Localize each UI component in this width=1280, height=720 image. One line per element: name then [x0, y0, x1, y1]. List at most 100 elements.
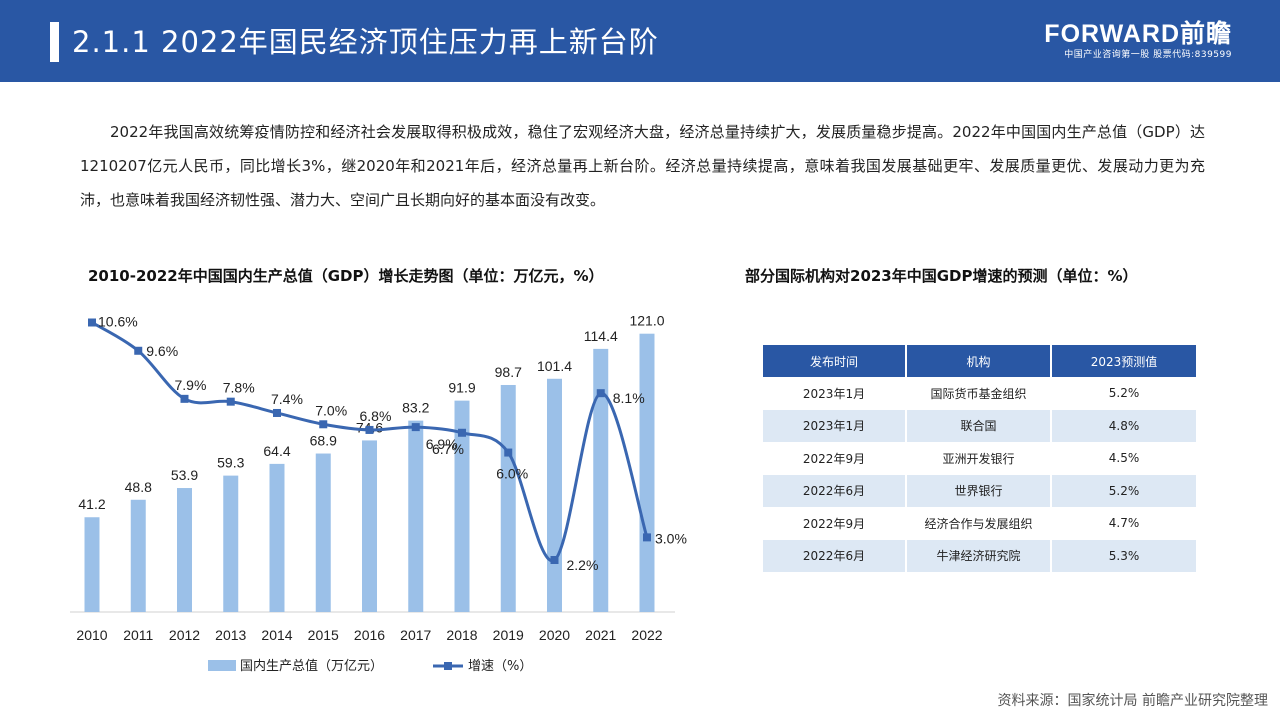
growth-marker: [134, 346, 143, 355]
page-title: 2.1.1 2022年国民经济顶住压力再上新台阶: [72, 25, 659, 59]
growth-marker: [643, 533, 651, 542]
growth-rate-label: 6.7%: [432, 441, 464, 457]
x-tick-label: 2016: [354, 627, 385, 643]
column-header: 机构: [906, 345, 1052, 377]
gdp-bar-label: 114.4: [584, 328, 618, 344]
x-tick-label: 2022: [631, 627, 662, 643]
gdp-bar-label: 41.2: [78, 496, 105, 512]
growth-rate-label: 2.2%: [567, 557, 599, 573]
gdp-bar: [362, 440, 377, 612]
x-tick-label: 2011: [123, 627, 153, 643]
gdp-bar: [547, 378, 562, 612]
gdp-bar: [454, 400, 470, 612]
growth-rate-label: 6.0%: [496, 466, 528, 482]
brand-logo: FORWARD前瞻 中国产业咨询第一股 股票代码:839599: [1044, 20, 1232, 62]
x-tick-label: 2017: [400, 627, 431, 643]
gdp-bar: [408, 420, 424, 612]
growth-rate-label: 10.6%: [98, 314, 138, 330]
growth-rate-label: 3.0%: [655, 530, 687, 546]
table-header-row: 发布时间 机构 2023预测值: [763, 345, 1196, 377]
intro-paragraph: 2022年我国高效统筹疫情防控和经济社会发展取得积极成效，稳住了宏观经济大盘，经…: [80, 123, 1205, 209]
gdp-bar-label: 98.7: [495, 364, 522, 380]
legend-swatch-marker: [444, 662, 452, 670]
growth-marker: [273, 408, 281, 417]
table-cell: 亚洲开发银行: [906, 442, 1052, 475]
gdp-bar-label: 64.4: [263, 443, 290, 459]
table-cell: 世界银行: [906, 474, 1052, 507]
legend-label-gdp: 国内生产总值（万亿元）: [240, 658, 383, 674]
x-tick-label: 2014: [261, 627, 292, 643]
growth-marker: [226, 397, 235, 406]
column-header: 2023预测值: [1051, 345, 1196, 377]
growth-marker: [458, 428, 466, 437]
table-row: 2023年1月 联合国 4.8%: [763, 409, 1196, 442]
x-tick-label: 2013: [215, 627, 246, 643]
gdp-bar: [315, 453, 331, 612]
growth-marker: [365, 425, 374, 434]
brand-name: FORWARD前瞻: [1044, 20, 1232, 48]
growth-marker: [180, 394, 189, 403]
table-cell: 联合国: [906, 409, 1052, 442]
x-tick-label: 2012: [169, 627, 200, 643]
growth-rate-label: 7.0%: [315, 402, 347, 418]
gdp-bar-label: 91.9: [448, 380, 475, 396]
legend-swatch-bar: [208, 660, 236, 671]
table-cell: 5.3%: [1051, 539, 1196, 572]
gdp-bar-label: 53.9: [171, 467, 198, 483]
table-cell: 4.8%: [1051, 409, 1196, 442]
gdp-bar: [500, 384, 516, 612]
growth-marker: [596, 389, 605, 398]
table-cell: 2022年6月: [763, 539, 907, 572]
growth-marker: [319, 420, 328, 429]
growth-marker: [411, 423, 420, 432]
x-tick-label: 2018: [446, 627, 477, 643]
growth-rate-label: 6.8%: [360, 408, 392, 424]
gdp-bar-label: 101.4: [537, 358, 572, 374]
gdp-bar-label: 48.8: [125, 479, 152, 495]
table-row: 2022年6月 牛津经济研究院 5.3%: [763, 539, 1196, 572]
gdp-bar: [269, 463, 285, 612]
growth-marker: [504, 448, 513, 457]
forecast-table-title: 部分国际机构对2023年中国GDP增速的预测（单位：%）: [745, 267, 1138, 285]
legend-label-growth: 增速（%）: [468, 659, 532, 674]
title-accent-bar: [50, 22, 59, 62]
table-row: 2022年9月 经济合作与发展组织 4.7%: [763, 507, 1196, 540]
gdp-chart-title: 2010-2022年中国国内生产总值（GDP）增长走势图（单位：万亿元，%）: [88, 267, 604, 285]
gdp-bar: [223, 475, 239, 612]
gdp-bar-label: 121.0: [629, 313, 664, 329]
gdp-bar: [639, 333, 655, 612]
table-cell: 4.5%: [1051, 442, 1196, 475]
table-cell: 2023年1月: [763, 409, 907, 442]
growth-rate-label: 8.1%: [613, 390, 645, 406]
growth-marker: [88, 318, 96, 327]
table-row: 2023年1月 国际货币基金组织 5.2%: [763, 377, 1196, 410]
x-tick-label: 2010: [76, 627, 107, 643]
table-cell: 经济合作与发展组织: [906, 507, 1052, 540]
growth-rate-label: 6.9%: [426, 436, 458, 452]
growth-marker: [550, 556, 559, 564]
table-cell: 2022年6月: [763, 474, 907, 507]
table-cell: 国际货币基金组织: [906, 377, 1052, 410]
table-cell: 5.2%: [1051, 474, 1196, 507]
gdp-bar: [177, 488, 192, 612]
brand-tagline: 中国产业咨询第一股 股票代码:839599: [1064, 50, 1232, 60]
forecast-table: 发布时间 机构 2023预测值 2023年1月 国际货币基金组织 5.2% 2023年…: [763, 345, 1196, 572]
growth-rate-label: 7.8%: [223, 380, 255, 396]
gdp-bar-label: 68.9: [310, 433, 337, 449]
table-cell: 2022年9月: [763, 507, 907, 540]
table-row: 2022年9月 亚洲开发银行 4.5%: [763, 442, 1196, 475]
gdp-bar: [130, 499, 146, 612]
table-cell: 2022年9月: [763, 442, 907, 475]
table-cell: 牛津经济研究院: [906, 539, 1052, 572]
gdp-bar-label: 59.3: [217, 455, 244, 471]
x-tick-label: 2015: [308, 627, 339, 643]
table-cell: 5.2%: [1051, 377, 1196, 410]
table-cell: 2023年1月: [763, 377, 907, 410]
gdp-bar-label: 83.2: [402, 400, 429, 416]
growth-rate-label: 7.9%: [175, 377, 207, 393]
header-banner: 2.1.1 2022年国民经济顶住压力再上新台阶 FORWARD前瞻 中国产业咨…: [0, 0, 1280, 82]
growth-rate-label: 7.4%: [271, 391, 303, 407]
x-tick-label: 2019: [493, 627, 524, 643]
table-row: 2022年6月 世界银行 5.2%: [763, 474, 1196, 507]
